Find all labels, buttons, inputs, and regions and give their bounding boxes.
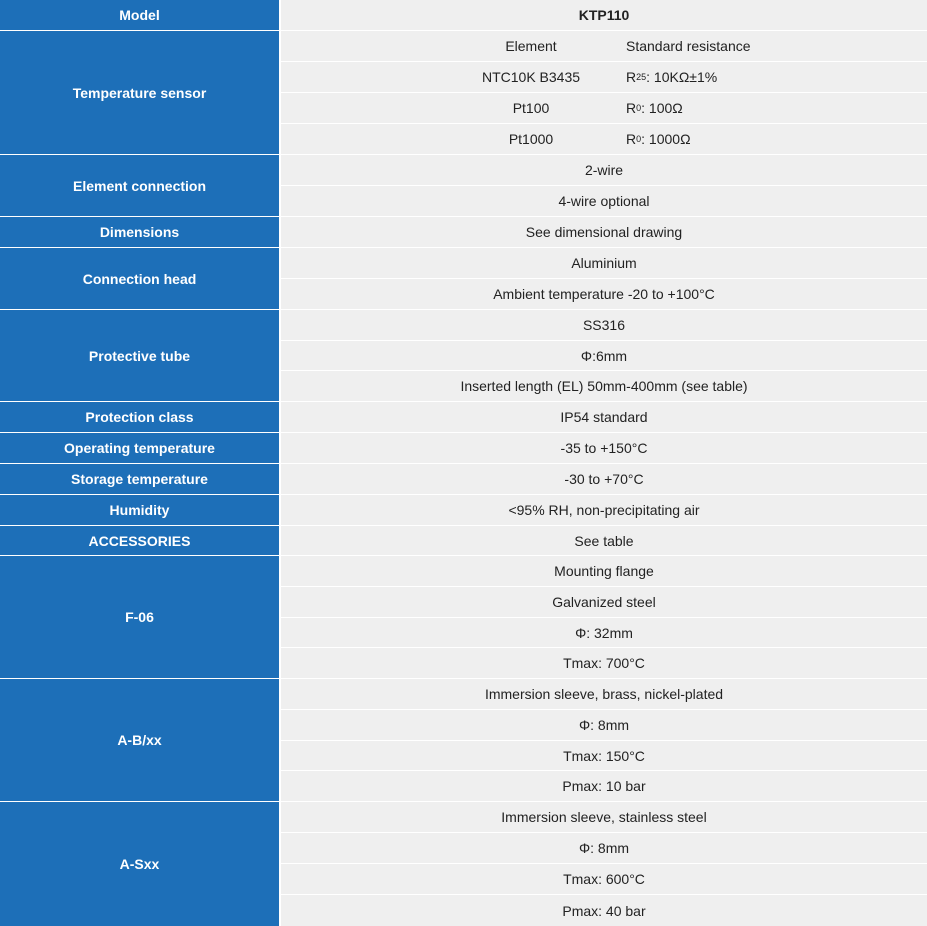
label-dimensions: Dimensions bbox=[0, 217, 279, 248]
value-dimensions: See dimensional drawing bbox=[281, 217, 927, 248]
value-operating-temperature: -35 to +150°C bbox=[281, 433, 927, 464]
value-f06: Φ: 32mm bbox=[281, 618, 927, 648]
resistance-subscript: 25 bbox=[636, 72, 647, 82]
label-abxx: A-B/xx bbox=[0, 679, 279, 802]
label-model: Model bbox=[0, 0, 279, 31]
value-protective-tube: Inserted length (EL) 50mm-400mm (see tab… bbox=[281, 371, 927, 402]
value-protective-tube: SS316 bbox=[281, 310, 927, 341]
label-protective-tube: Protective tube bbox=[0, 310, 279, 402]
resistance-subscript: 0 bbox=[636, 134, 642, 144]
value-f06: Galvanized steel bbox=[281, 587, 927, 618]
value-f06: Tmax: 700°C bbox=[281, 648, 927, 679]
value-abxx: Immersion sleeve, brass, nickel-plated bbox=[281, 679, 927, 710]
value-element-connection: 2-wire bbox=[281, 155, 927, 186]
sensor-row: NTC10K B3435 R 25: 10KΩ±1% bbox=[281, 62, 927, 93]
value-element-connection: 4-wire optional bbox=[281, 186, 927, 217]
value-asxx: Tmax: 600°C bbox=[281, 864, 927, 895]
label-protection-class: Protection class bbox=[0, 402, 279, 433]
value-f06: Mounting flange bbox=[281, 556, 927, 587]
resistance-value: : 10KΩ±1% bbox=[646, 69, 718, 85]
value-abxx: Tmax: 150°C bbox=[281, 741, 927, 771]
sensor-resistance: R 25: 10KΩ±1% bbox=[626, 62, 717, 92]
resistance-value: : 1000Ω bbox=[641, 131, 691, 147]
sensor-header-resistance: Standard resistance bbox=[626, 38, 751, 54]
value-storage-temperature: -30 to +70°C bbox=[281, 464, 927, 495]
value-model: KTP110 bbox=[281, 0, 927, 31]
value-protection-class: IP54 standard bbox=[281, 402, 927, 433]
label-asxx: A-Sxx bbox=[0, 802, 279, 926]
label-storage-temperature: Storage temperature bbox=[0, 464, 279, 495]
resistance-subscript: 0 bbox=[636, 103, 642, 113]
label-element-connection: Element connection bbox=[0, 155, 279, 217]
label-connection-head: Connection head bbox=[0, 248, 279, 310]
value-abxx: Φ: 8mm bbox=[281, 710, 927, 741]
label-operating-temperature: Operating temperature bbox=[0, 433, 279, 464]
resistance-value: : 100Ω bbox=[641, 100, 683, 116]
resistance-symbol: R bbox=[626, 100, 637, 116]
resistance-symbol: R bbox=[626, 131, 637, 147]
sensor-header-element: Element bbox=[505, 38, 557, 54]
label-temperature-sensor: Temperature sensor bbox=[0, 31, 279, 155]
value-humidity: <95% RH, non-precipitating air bbox=[281, 495, 927, 526]
resistance-symbol: R bbox=[626, 69, 637, 85]
label-accessories: ACCESSORIES bbox=[0, 526, 279, 556]
label-humidity: Humidity bbox=[0, 495, 279, 526]
label-f06: F-06 bbox=[0, 556, 279, 679]
sensor-element: Pt100 bbox=[512, 100, 550, 116]
value-abxx: Pmax: 10 bar bbox=[281, 771, 927, 802]
sensor-element: Pt1000 bbox=[508, 131, 554, 147]
value-connection-head: Aluminium bbox=[281, 248, 927, 279]
sensor-header-row: Element Standard resistance bbox=[281, 31, 927, 62]
value-connection-head: Ambient temperature -20 to +100°C bbox=[281, 279, 927, 310]
sensor-element: NTC10K B3435 bbox=[481, 69, 581, 85]
value-accessories: See table bbox=[281, 526, 927, 556]
value-asxx: Pmax: 40 bar bbox=[281, 895, 927, 926]
value-asxx: Immersion sleeve, stainless steel bbox=[281, 802, 927, 833]
value-protective-tube: Φ:6mm bbox=[281, 341, 927, 371]
value-asxx: Φ: 8mm bbox=[281, 833, 927, 864]
